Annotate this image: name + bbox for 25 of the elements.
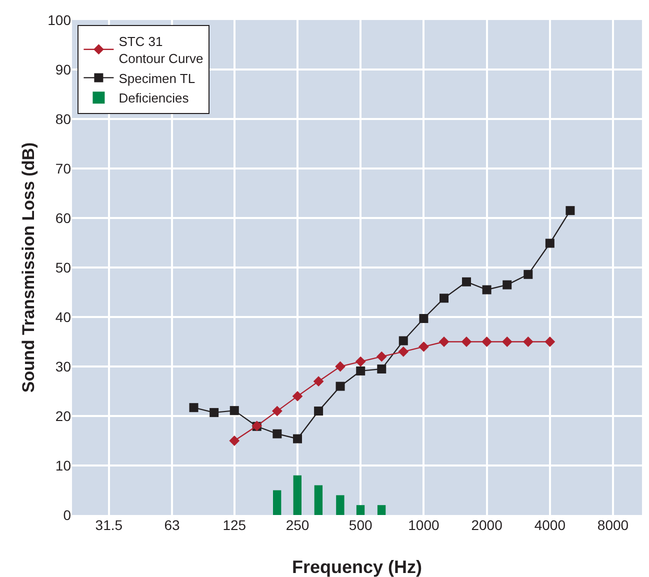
y-axis-title: Sound Transmission Loss (dB) (19, 142, 38, 393)
y-tick-label: 60 (55, 210, 72, 226)
y-tick-label: 100 (48, 12, 72, 28)
y-tick-label: 80 (55, 110, 72, 127)
y-tick-label: 90 (55, 61, 72, 78)
y-tick-label: 50 (55, 259, 72, 276)
y-tick-label: 20 (55, 408, 72, 424)
x-tick-label: 1000 (408, 517, 440, 533)
legend-label: Specimen TL (118, 70, 196, 86)
y-tick-label: 30 (55, 358, 72, 374)
x-tick-label: 250 (286, 517, 310, 533)
x-tick-label: 2000 (471, 517, 503, 533)
y-tick-label: 10 (55, 457, 72, 474)
x-tick-label: 8000 (597, 517, 629, 533)
legend-label: STC 31 Contour Curve (118, 34, 204, 66)
legend-label: Deficiencies (118, 90, 190, 106)
x-tick-label: 4000 (534, 517, 566, 533)
x-axis-title: Frequency (Hz) (292, 557, 422, 577)
y-tick-label: 0 (63, 506, 72, 523)
y-tick-label: 40 (55, 308, 72, 325)
x-tick-label: 500 (348, 517, 372, 533)
x-tick-label: 31.5 (95, 517, 123, 533)
x-tick-label: 125 (222, 517, 246, 533)
y-tick-label: 70 (55, 160, 72, 176)
x-tick-label: 63 (164, 517, 180, 533)
